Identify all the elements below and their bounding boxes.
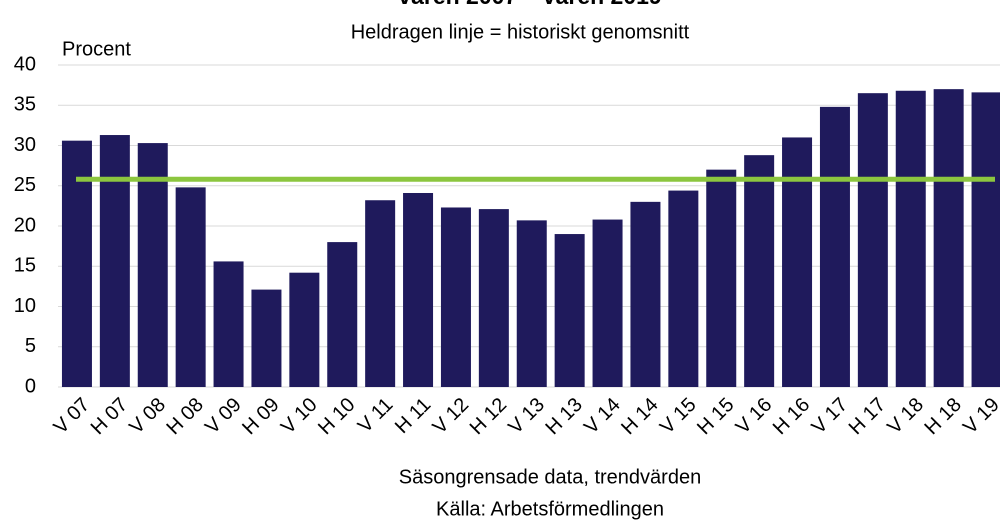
y-tick-label: 15 — [14, 255, 36, 277]
y-tick-label: 5 — [25, 335, 36, 357]
x-tick-label: H 10 — [314, 394, 359, 439]
x-tick-label: H 14 — [617, 394, 662, 439]
x-tick-label: H 12 — [466, 394, 511, 439]
bar — [895, 90, 926, 387]
y-tick-label: 20 — [14, 214, 36, 236]
bar — [251, 289, 282, 387]
x-tick-label: H 18 — [920, 394, 965, 439]
x-tick-label: V 08 — [125, 394, 170, 439]
x-tick-label: V 09 — [201, 394, 246, 439]
bar — [365, 200, 396, 387]
x-tick-label: V 07 — [50, 394, 95, 439]
source: Källa: Arbetsförmedlingen — [436, 498, 664, 520]
bar — [554, 234, 585, 387]
bar — [933, 89, 964, 388]
x-tick-label: V 17 — [808, 394, 853, 439]
x-tick-label: H 17 — [845, 394, 890, 439]
y-tick-label: 40 — [14, 53, 36, 75]
x-tick-label: V 15 — [656, 394, 701, 439]
y-tick-label: 0 — [25, 375, 36, 397]
bar — [668, 190, 699, 387]
bar — [478, 209, 509, 387]
bar — [592, 219, 623, 387]
x-tick-label: H 11 — [391, 394, 435, 438]
x-tick-label: H 09 — [238, 394, 283, 439]
bar — [403, 192, 434, 387]
x-tick-label: V 19 — [959, 394, 1000, 439]
y-tick-label: 25 — [14, 174, 36, 196]
x-tick-label: V 18 — [883, 394, 928, 439]
x-tick-label: H 16 — [769, 394, 814, 439]
x-tick-label: V 16 — [732, 394, 777, 439]
x-tick-label: V 12 — [429, 394, 474, 439]
bar — [289, 272, 320, 387]
bar — [516, 220, 547, 387]
y-axis-label: Procent — [62, 38, 131, 60]
bar — [213, 261, 244, 387]
bar — [99, 135, 130, 387]
bar — [137, 143, 168, 387]
x-tick-label: V 10 — [277, 394, 322, 439]
x-tick-label: H 13 — [541, 394, 586, 439]
bar — [782, 137, 813, 387]
bar — [971, 92, 1000, 388]
chart-title: våren 2007 – våren 2019 — [398, 0, 661, 9]
x-tick-label: H 08 — [162, 394, 207, 439]
chart-subtitle: Heldragen linje = historiskt genomsnitt — [351, 21, 690, 43]
x-tick-label: H 15 — [693, 394, 738, 439]
bar — [819, 106, 850, 388]
y-tick-label: 30 — [14, 134, 36, 156]
x-tick-label: V 14 — [580, 394, 625, 439]
x-tick-label: H 07 — [87, 394, 132, 439]
y-tick-label: 35 — [14, 94, 36, 116]
bar — [327, 242, 358, 387]
bar — [744, 155, 775, 387]
y-tick-label: 10 — [14, 295, 36, 317]
bar — [175, 187, 206, 387]
x-tick-label: V 13 — [504, 394, 549, 439]
bar — [630, 201, 661, 387]
bar — [440, 207, 471, 387]
x-axis-label: Säsongrensade data, trendvärden — [399, 466, 701, 488]
x-tick-label: V 11 — [354, 394, 398, 438]
bar — [706, 169, 737, 387]
bar — [857, 93, 888, 388]
